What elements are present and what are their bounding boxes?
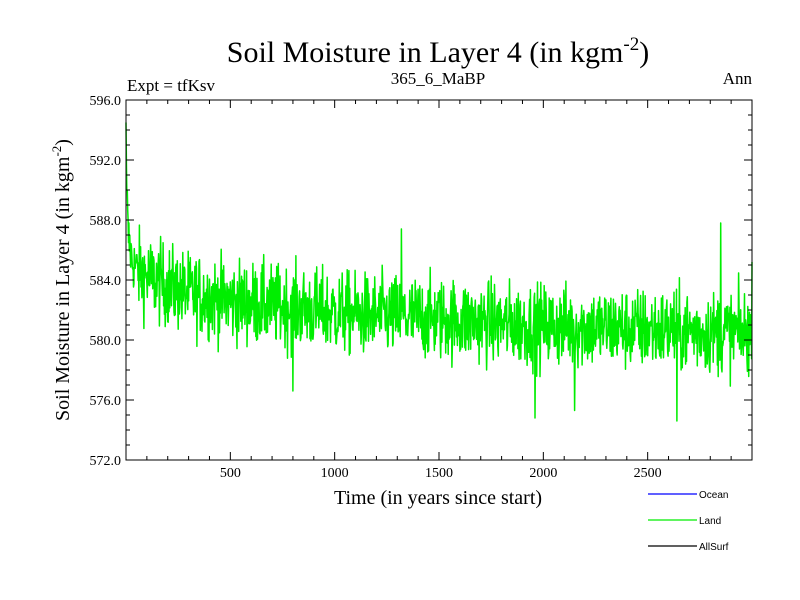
legend-label-allsurf: AllSurf <box>699 542 729 553</box>
y-axis-label-suffix: ) <box>52 139 74 146</box>
series-line-land <box>125 122 753 422</box>
x-axis-ticks: 500 1000 1500 2000 2500 <box>146 100 732 481</box>
y-tick-label: 572.0 <box>90 454 122 469</box>
x-tick-label: 2500 <box>634 466 662 481</box>
x-tick-label: 1000 <box>321 466 349 481</box>
y-axis-label-text: Soil Moisture in Layer 4 (in kgm <box>52 156 74 421</box>
y-axis-label-superscript: -2 <box>49 146 64 157</box>
y-tick-label: 596.0 <box>90 94 122 109</box>
legend: Ocean Land AllSurf <box>648 490 729 553</box>
y-axis-label: Soil Moisture in Layer 4 (in kgm-2) <box>49 139 74 421</box>
y-tick-label: 588.0 <box>90 214 122 229</box>
legend-label-land: Land <box>699 516 721 527</box>
x-tick-label: 1500 <box>425 466 453 481</box>
chart-title-suffix: ) <box>639 36 649 69</box>
y-axis-ticks: 572.0 576.0 580.0 584.0 588.0 592.0 596.0 <box>90 94 752 469</box>
y-tick-label: 592.0 <box>90 154 122 169</box>
y-tick-label: 580.0 <box>90 334 122 349</box>
x-tick-label: 500 <box>220 466 241 481</box>
chart-title-superscript: -2 <box>623 34 639 55</box>
subtitle-right: Ann <box>723 69 753 88</box>
y-tick-label: 584.0 <box>90 274 122 289</box>
y-tick-label: 576.0 <box>90 394 122 409</box>
plot-frame <box>125 99 753 461</box>
subtitle-left: Expt = tfKsv <box>127 76 215 95</box>
x-tick-label: 2000 <box>529 466 557 481</box>
chart-title: Soil Moisture in Layer 4 (in kgm-2) <box>227 34 649 69</box>
x-axis-label: Time (in years since start) <box>334 487 542 509</box>
legend-label-ocean: Ocean <box>699 490 728 501</box>
subtitle-center: 365_6_MaBP <box>391 69 485 88</box>
chart-title-text: Soil Moisture in Layer 4 (in kgm <box>227 36 624 69</box>
